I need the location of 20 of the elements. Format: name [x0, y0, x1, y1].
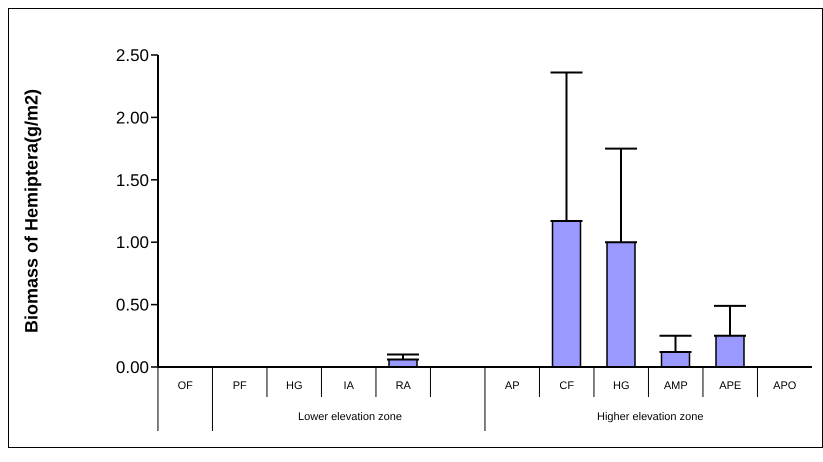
- x-tick-label: PF: [232, 380, 248, 392]
- x-tick-label: APE: [719, 380, 742, 392]
- x-tick-label: RA: [396, 380, 412, 392]
- y-tick-label: 1.50: [116, 170, 149, 190]
- x-tick-label: CF: [559, 380, 574, 392]
- x-tick-label: AMP: [664, 380, 688, 392]
- y-tick-label: 1.00: [116, 233, 149, 252]
- x-tick-label: HG: [613, 380, 630, 392]
- x-tick-label: HG: [286, 380, 302, 392]
- y-tick-label: 0.50: [116, 296, 149, 315]
- x-tick-label: IA: [344, 380, 355, 392]
- text: Higher elevation zone: [596, 411, 704, 423]
- text: Lower elevation zone: [297, 411, 404, 423]
- x-tick-label: OF: [178, 380, 194, 392]
- y-tick-label: 2.00: [116, 108, 149, 128]
- y-tick-label: 2.50: [116, 46, 149, 66]
- y-axis-title: Biomass of Hemiptera(g/m2): [21, 88, 42, 334]
- x-tick-label: AP: [504, 380, 520, 392]
- x-tick-label: APO: [773, 380, 797, 392]
- y-tick-label: 0.00: [116, 358, 149, 378]
